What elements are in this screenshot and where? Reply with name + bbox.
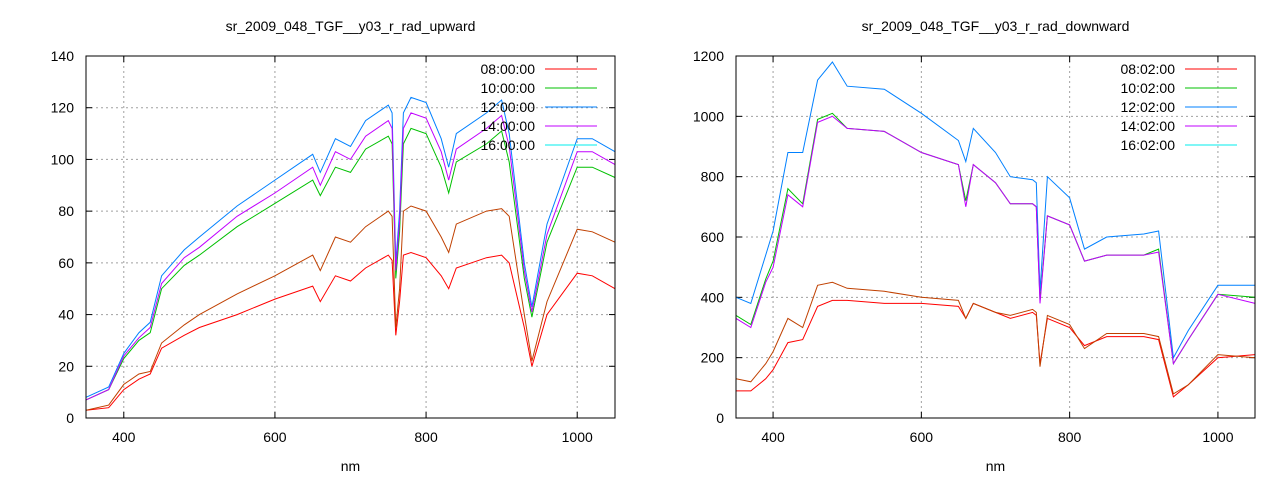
series-line-140000 — [85, 112, 616, 401]
y-tick-label: 800 — [701, 169, 725, 185]
plot-border — [735, 55, 1256, 419]
series-line-160200 — [735, 281, 1256, 395]
chart-title: sr_2009_048_TGF__y03_r_rad_upward — [226, 18, 476, 34]
series-line-160000 — [85, 205, 616, 411]
legend-label: 08:00:00 — [481, 61, 536, 77]
x-tick-label: 800 — [414, 429, 438, 445]
y-tick-label: 140 — [51, 48, 75, 64]
legend-label: 14:00:00 — [481, 118, 536, 134]
y-tick-label: 20 — [58, 358, 74, 374]
x-tick-label: 1000 — [562, 429, 593, 445]
plot-border — [85, 55, 616, 419]
legend-label: 16:00:00 — [481, 137, 536, 153]
x-tick-label: 1000 — [1202, 429, 1233, 445]
x-tick-label: 400 — [112, 429, 136, 445]
y-tick-label: 0 — [716, 410, 724, 426]
y-tick-label: 100 — [51, 151, 75, 167]
chart-title: sr_2009_048_TGF__y03_r_rad_downward — [862, 18, 1130, 34]
series-line-140200 — [735, 115, 1256, 366]
y-tick-label: 120 — [51, 100, 75, 116]
series-line-080000 — [85, 251, 616, 411]
series-line-080200 — [736, 299, 1256, 398]
y-tick-label: 600 — [701, 229, 725, 245]
legend-label: 16:02:00 — [1121, 137, 1176, 153]
y-tick-label: 80 — [58, 203, 74, 219]
series-line-100200 — [735, 112, 1256, 366]
legend-label: 12:00:00 — [481, 99, 536, 115]
legend-label: 10:02:00 — [1121, 80, 1176, 96]
y-tick-label: 1000 — [693, 108, 724, 124]
x-axis-label: nm — [341, 458, 360, 474]
legend-label: 10:00:00 — [481, 80, 536, 96]
series-line-120200 — [735, 61, 1255, 360]
x-tick-label: 600 — [910, 429, 934, 445]
y-tick-label: 200 — [701, 350, 725, 366]
y-tick-label: 1200 — [693, 48, 724, 64]
legend-label: 08:02:00 — [1121, 61, 1176, 77]
x-tick-label: 600 — [263, 429, 287, 445]
legend-label: 12:02:00 — [1121, 99, 1176, 115]
series-line-100000 — [85, 127, 616, 401]
legend-label: 14:02:00 — [1121, 118, 1176, 134]
x-axis-label: nm — [986, 458, 1005, 474]
x-tick-label: 400 — [761, 429, 785, 445]
y-tick-label: 400 — [701, 289, 725, 305]
y-tick-label: 0 — [66, 410, 74, 426]
y-tick-label: 40 — [58, 307, 74, 323]
x-tick-label: 800 — [1058, 429, 1082, 445]
y-tick-label: 60 — [58, 255, 74, 271]
